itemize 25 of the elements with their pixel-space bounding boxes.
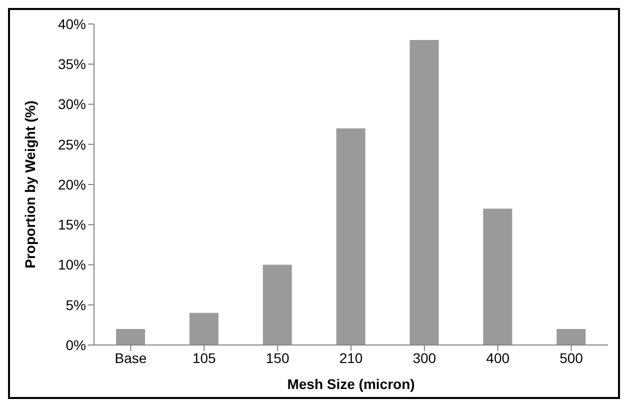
y-tick-label: 20% — [58, 176, 86, 192]
x-tick-label: 400 — [486, 350, 510, 366]
y-tick-label: 10% — [58, 256, 86, 273]
x-axis-title: Mesh Size (micron) — [287, 376, 415, 392]
bar — [336, 128, 366, 345]
bar — [189, 312, 218, 345]
x-tick-label: 300 — [412, 350, 436, 366]
x-tick-label: Base — [114, 350, 147, 366]
y-tick-label: 0% — [66, 336, 86, 353]
y-tick-label: 25% — [58, 136, 86, 152]
y-tick-label: 40% — [58, 16, 86, 32]
y-tick-label: 15% — [58, 216, 86, 233]
y-tick-label: 5% — [66, 296, 86, 313]
y-tick-label: 35% — [58, 56, 86, 72]
bar — [410, 40, 439, 345]
bar — [556, 328, 586, 345]
bar — [262, 264, 292, 345]
bar — [483, 208, 512, 345]
bar — [116, 328, 146, 345]
x-tick-label: 150 — [266, 350, 290, 366]
y-tick-label: 30% — [58, 96, 86, 112]
x-tick-label: 500 — [560, 350, 584, 366]
x-tick-label: 210 — [339, 350, 363, 366]
y-axis-title: Proportion by Weight (%) — [22, 100, 38, 268]
x-tick-label: 105 — [192, 350, 216, 366]
